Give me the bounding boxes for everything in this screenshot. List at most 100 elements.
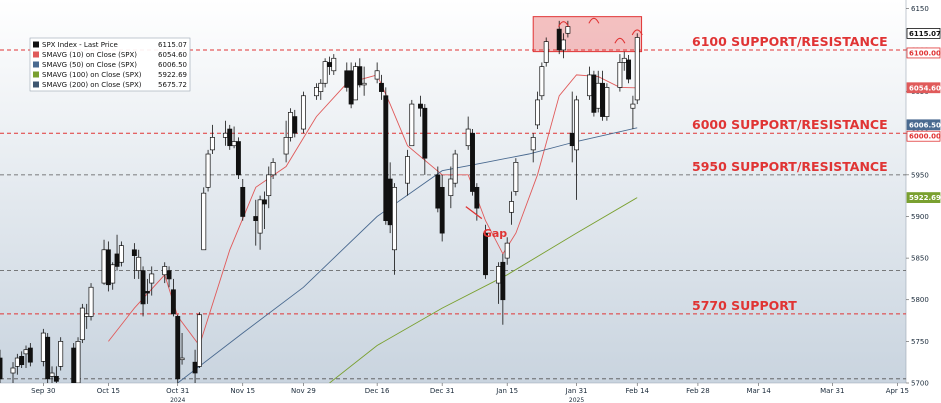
candle-body bbox=[131, 249, 137, 256]
candle bbox=[140, 266, 146, 317]
candle-body bbox=[600, 82, 606, 117]
candle bbox=[392, 183, 397, 275]
candle-body bbox=[201, 192, 207, 251]
candle-body bbox=[49, 372, 55, 377]
x-tick-label: Jan 15 bbox=[495, 387, 518, 395]
candle-body bbox=[504, 242, 510, 259]
candle-body bbox=[84, 313, 90, 317]
candle-body bbox=[439, 186, 445, 234]
candle-body bbox=[205, 153, 211, 188]
candle bbox=[543, 37, 549, 67]
candle-body bbox=[75, 341, 81, 383]
candle bbox=[58, 337, 64, 371]
candle bbox=[500, 253, 506, 325]
candle-body bbox=[591, 74, 597, 113]
candle bbox=[452, 149, 458, 188]
candle bbox=[227, 124, 233, 150]
legend-label: SMAVG (100) on Close (SPX) bbox=[42, 71, 142, 79]
candle bbox=[27, 343, 33, 367]
candle bbox=[630, 95, 636, 130]
candle bbox=[196, 312, 202, 369]
candle-body bbox=[344, 70, 350, 88]
candle-body bbox=[222, 132, 228, 138]
candle bbox=[131, 243, 137, 279]
candle bbox=[591, 70, 597, 117]
candle-body bbox=[114, 253, 120, 267]
candle-body bbox=[379, 82, 384, 92]
candle-body bbox=[53, 375, 59, 382]
candle-body bbox=[0, 357, 3, 380]
candle-body bbox=[448, 178, 454, 197]
moving-average-lines bbox=[108, 74, 638, 383]
candle bbox=[266, 166, 272, 209]
candle-body bbox=[110, 264, 116, 284]
candle-body bbox=[23, 349, 29, 355]
price-tag: 6100.00 bbox=[906, 47, 941, 59]
candle-body bbox=[45, 336, 51, 380]
candle bbox=[322, 58, 328, 88]
level-label: 5770 SUPPORT bbox=[692, 298, 797, 313]
candle-body bbox=[101, 249, 107, 284]
x-tick-label: Nov 29 bbox=[291, 387, 316, 395]
candle-body bbox=[105, 249, 111, 286]
candle bbox=[287, 108, 293, 142]
candle-body bbox=[331, 57, 337, 72]
candle-body bbox=[266, 174, 272, 197]
candle bbox=[136, 249, 142, 279]
test-arc bbox=[558, 21, 570, 27]
candle-body bbox=[257, 199, 263, 234]
candle-body bbox=[530, 137, 536, 151]
candle-body bbox=[283, 137, 289, 155]
x-tick-label: Feb 14 bbox=[625, 387, 649, 395]
candle-body bbox=[14, 357, 20, 367]
candle bbox=[626, 54, 632, 84]
candle bbox=[418, 95, 423, 117]
legend-label: SMAVG (10) on Close (SPX) bbox=[42, 51, 137, 59]
gap-annotation: Gap bbox=[483, 227, 507, 240]
legend-swatch bbox=[33, 41, 39, 48]
candle-body bbox=[292, 116, 298, 134]
candle bbox=[79, 303, 85, 344]
candle-body bbox=[10, 367, 16, 374]
candle-body bbox=[509, 201, 514, 213]
candle bbox=[374, 62, 380, 84]
candle bbox=[483, 224, 488, 279]
x-tick-label: Mar 14 bbox=[746, 387, 771, 395]
price-tag-box bbox=[906, 130, 941, 142]
x-tick-label: Dec 16 bbox=[365, 387, 390, 395]
level-label: 6000 SUPPORT/RESISTANCE bbox=[692, 117, 888, 132]
legend-swatch bbox=[33, 61, 39, 68]
candle bbox=[535, 91, 540, 130]
price-tag-label: 6054.60 bbox=[909, 84, 941, 92]
candle bbox=[40, 328, 46, 367]
candle-body bbox=[58, 341, 64, 367]
candle-body bbox=[270, 162, 276, 176]
candle bbox=[539, 62, 545, 100]
candle-body bbox=[405, 156, 410, 184]
candle-body bbox=[192, 361, 198, 374]
legend-row: SMAVG (200) on Close (SPX) 5675.72 bbox=[33, 81, 187, 89]
y-tick-label: 5900 bbox=[911, 213, 929, 221]
candle-body bbox=[88, 286, 94, 317]
candle-body bbox=[149, 273, 155, 284]
legend-box bbox=[29, 37, 191, 92]
candle-body bbox=[209, 137, 215, 151]
x-tick-label: Nov 15 bbox=[230, 387, 255, 395]
candle-body bbox=[569, 132, 575, 147]
candle bbox=[565, 20, 571, 38]
candle-body bbox=[322, 61, 328, 84]
plot-area: 6100 SUPPORT/RESISTANCE 6000 SUPPORT/RESI… bbox=[0, 16, 906, 383]
legend-swatch bbox=[33, 81, 39, 88]
ma-line-10 bbox=[108, 74, 638, 347]
candle bbox=[379, 74, 384, 100]
legend-value: 6006.50 bbox=[158, 61, 187, 69]
x-tick-label: Oct 15 bbox=[97, 387, 120, 395]
candle-body bbox=[231, 141, 237, 147]
price-tag-box bbox=[906, 47, 941, 59]
candle-body bbox=[474, 186, 480, 209]
candle-body bbox=[465, 128, 471, 147]
legend-label: SMAVG (50) on Close (SPX) bbox=[42, 61, 137, 69]
candle-body bbox=[574, 99, 579, 151]
candle bbox=[209, 124, 215, 155]
price-tag-box bbox=[906, 192, 941, 203]
